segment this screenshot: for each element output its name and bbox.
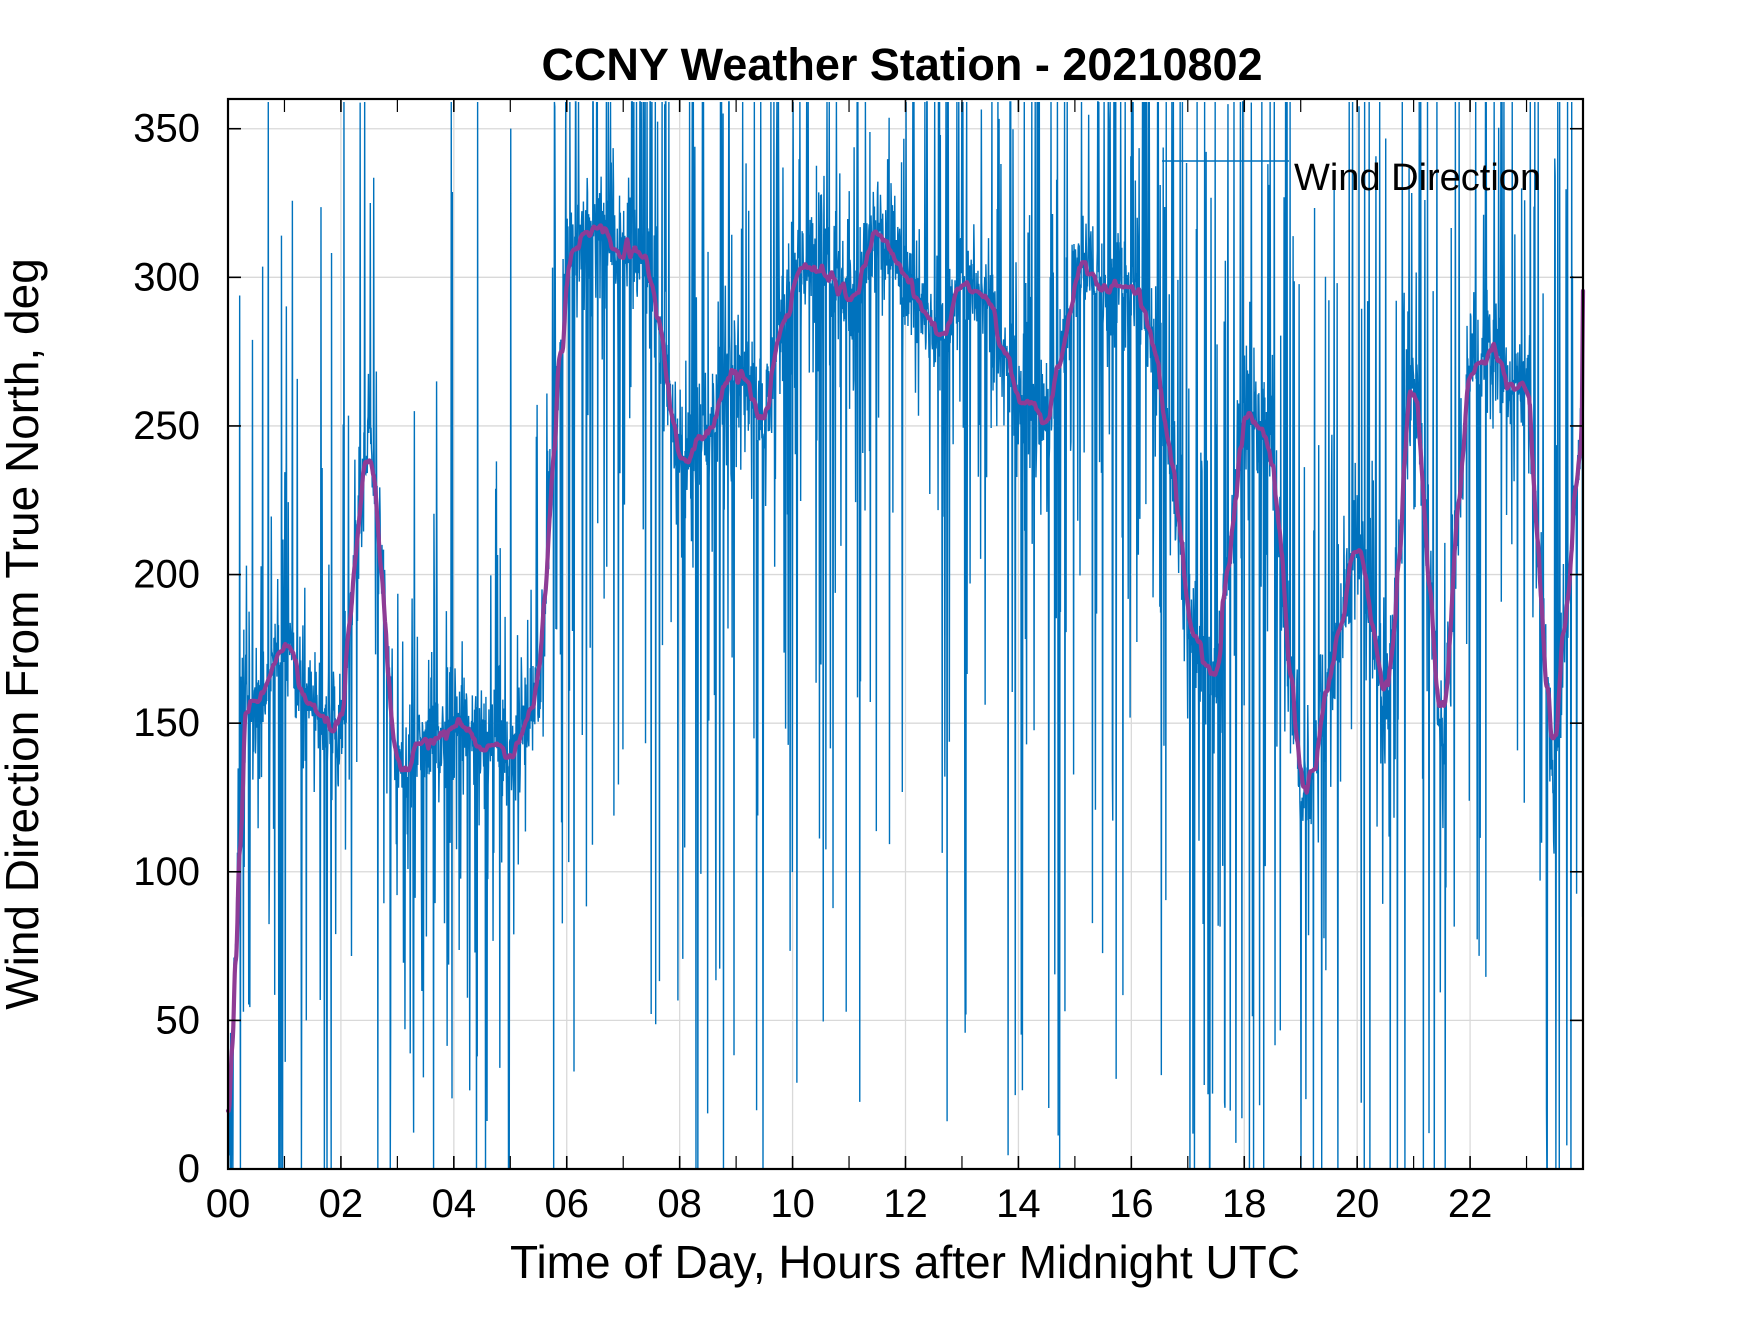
svg-text:50: 50 [156, 998, 201, 1042]
svg-text:14: 14 [996, 1182, 1041, 1226]
svg-text:16: 16 [1109, 1182, 1154, 1226]
svg-text:300: 300 [133, 255, 200, 299]
svg-text:06: 06 [545, 1182, 590, 1226]
svg-text:00: 00 [206, 1182, 251, 1226]
svg-text:22: 22 [1448, 1182, 1493, 1226]
svg-text:10: 10 [770, 1182, 815, 1226]
svg-text:Wind Direction: Wind Direction [1294, 157, 1541, 199]
svg-text:Wind Direction From True North: Wind Direction From True North, deg [0, 258, 48, 1010]
svg-text:250: 250 [133, 404, 200, 448]
svg-text:20: 20 [1335, 1182, 1380, 1226]
svg-text:200: 200 [133, 553, 200, 597]
svg-text:150: 150 [133, 701, 200, 745]
svg-text:08: 08 [657, 1182, 702, 1226]
svg-text:Time of Day, Hours after Midni: Time of Day, Hours after Midnight UTC [510, 1236, 1300, 1288]
svg-text:0: 0 [178, 1147, 200, 1191]
svg-text:CCNY Weather Station - 2021080: CCNY Weather Station - 20210802 [541, 39, 1262, 90]
svg-text:100: 100 [133, 850, 200, 894]
svg-text:02: 02 [319, 1182, 364, 1226]
svg-text:12: 12 [883, 1182, 928, 1226]
svg-text:350: 350 [133, 107, 200, 151]
svg-text:18: 18 [1222, 1182, 1267, 1226]
svg-text:04: 04 [432, 1182, 477, 1226]
